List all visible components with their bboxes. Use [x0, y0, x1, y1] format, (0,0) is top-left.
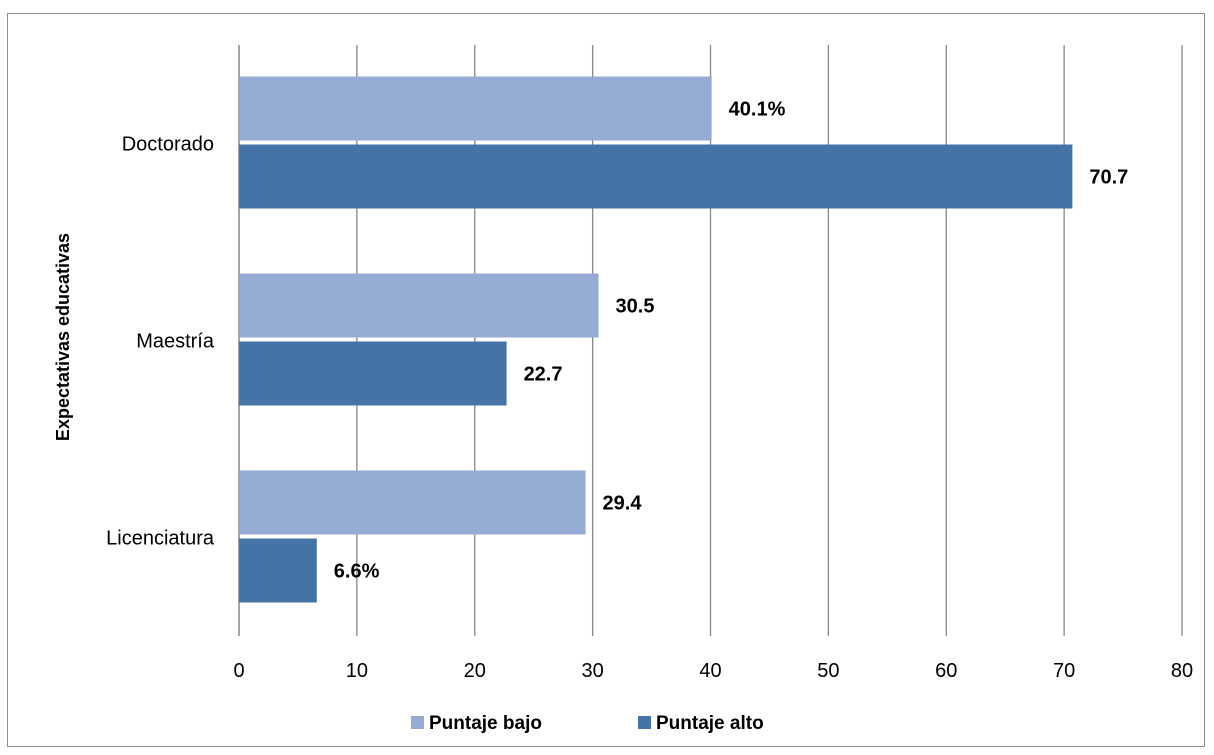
category-label: Doctorado: [122, 134, 214, 156]
data-labels: 40.1% 70.7 30.5 22.7 29.4 6.6%: [334, 99, 1129, 583]
data-label: 40.1%: [729, 99, 786, 121]
bars: [239, 76, 1073, 603]
data-label: 70.7: [1089, 167, 1128, 189]
bar: [239, 470, 586, 535]
category-label: Maestría: [136, 331, 215, 353]
legend-label: Puntaje bajo: [429, 713, 542, 734]
legend-label: Puntaje alto: [656, 713, 764, 734]
x-tick-label: 40: [699, 660, 721, 682]
legend-swatch: [411, 716, 424, 729]
legend-swatch: [638, 716, 651, 729]
x-tick-labels: 0 10 20 30 40 50 60 70 80: [233, 660, 1193, 682]
category-labels: Doctorado Maestría Licenciatura: [106, 134, 215, 550]
gridlines: [238, 45, 1183, 636]
bar: [239, 144, 1073, 209]
data-label: 29.4: [603, 493, 643, 515]
y-axis-title: Expectativas educativas: [53, 233, 73, 441]
x-tick-label: 70: [1053, 660, 1075, 682]
legend: Puntaje bajo Puntaje alto: [411, 713, 764, 734]
x-tick-label: 50: [817, 660, 839, 682]
category-label: Licenciatura: [106, 528, 215, 550]
x-tick-label: 20: [464, 660, 486, 682]
bar: [239, 273, 599, 338]
x-tick-label: 30: [582, 660, 604, 682]
data-label: 22.7: [524, 364, 563, 386]
x-tick-label: 0: [233, 660, 244, 682]
x-tick-label: 10: [346, 660, 368, 682]
bar: [239, 76, 712, 141]
data-label: 6.6%: [334, 561, 380, 583]
x-tick-label: 60: [935, 660, 957, 682]
data-label: 30.5: [616, 296, 655, 318]
x-tick-label: 80: [1171, 660, 1193, 682]
bar: [239, 538, 317, 603]
bar: [239, 341, 507, 406]
